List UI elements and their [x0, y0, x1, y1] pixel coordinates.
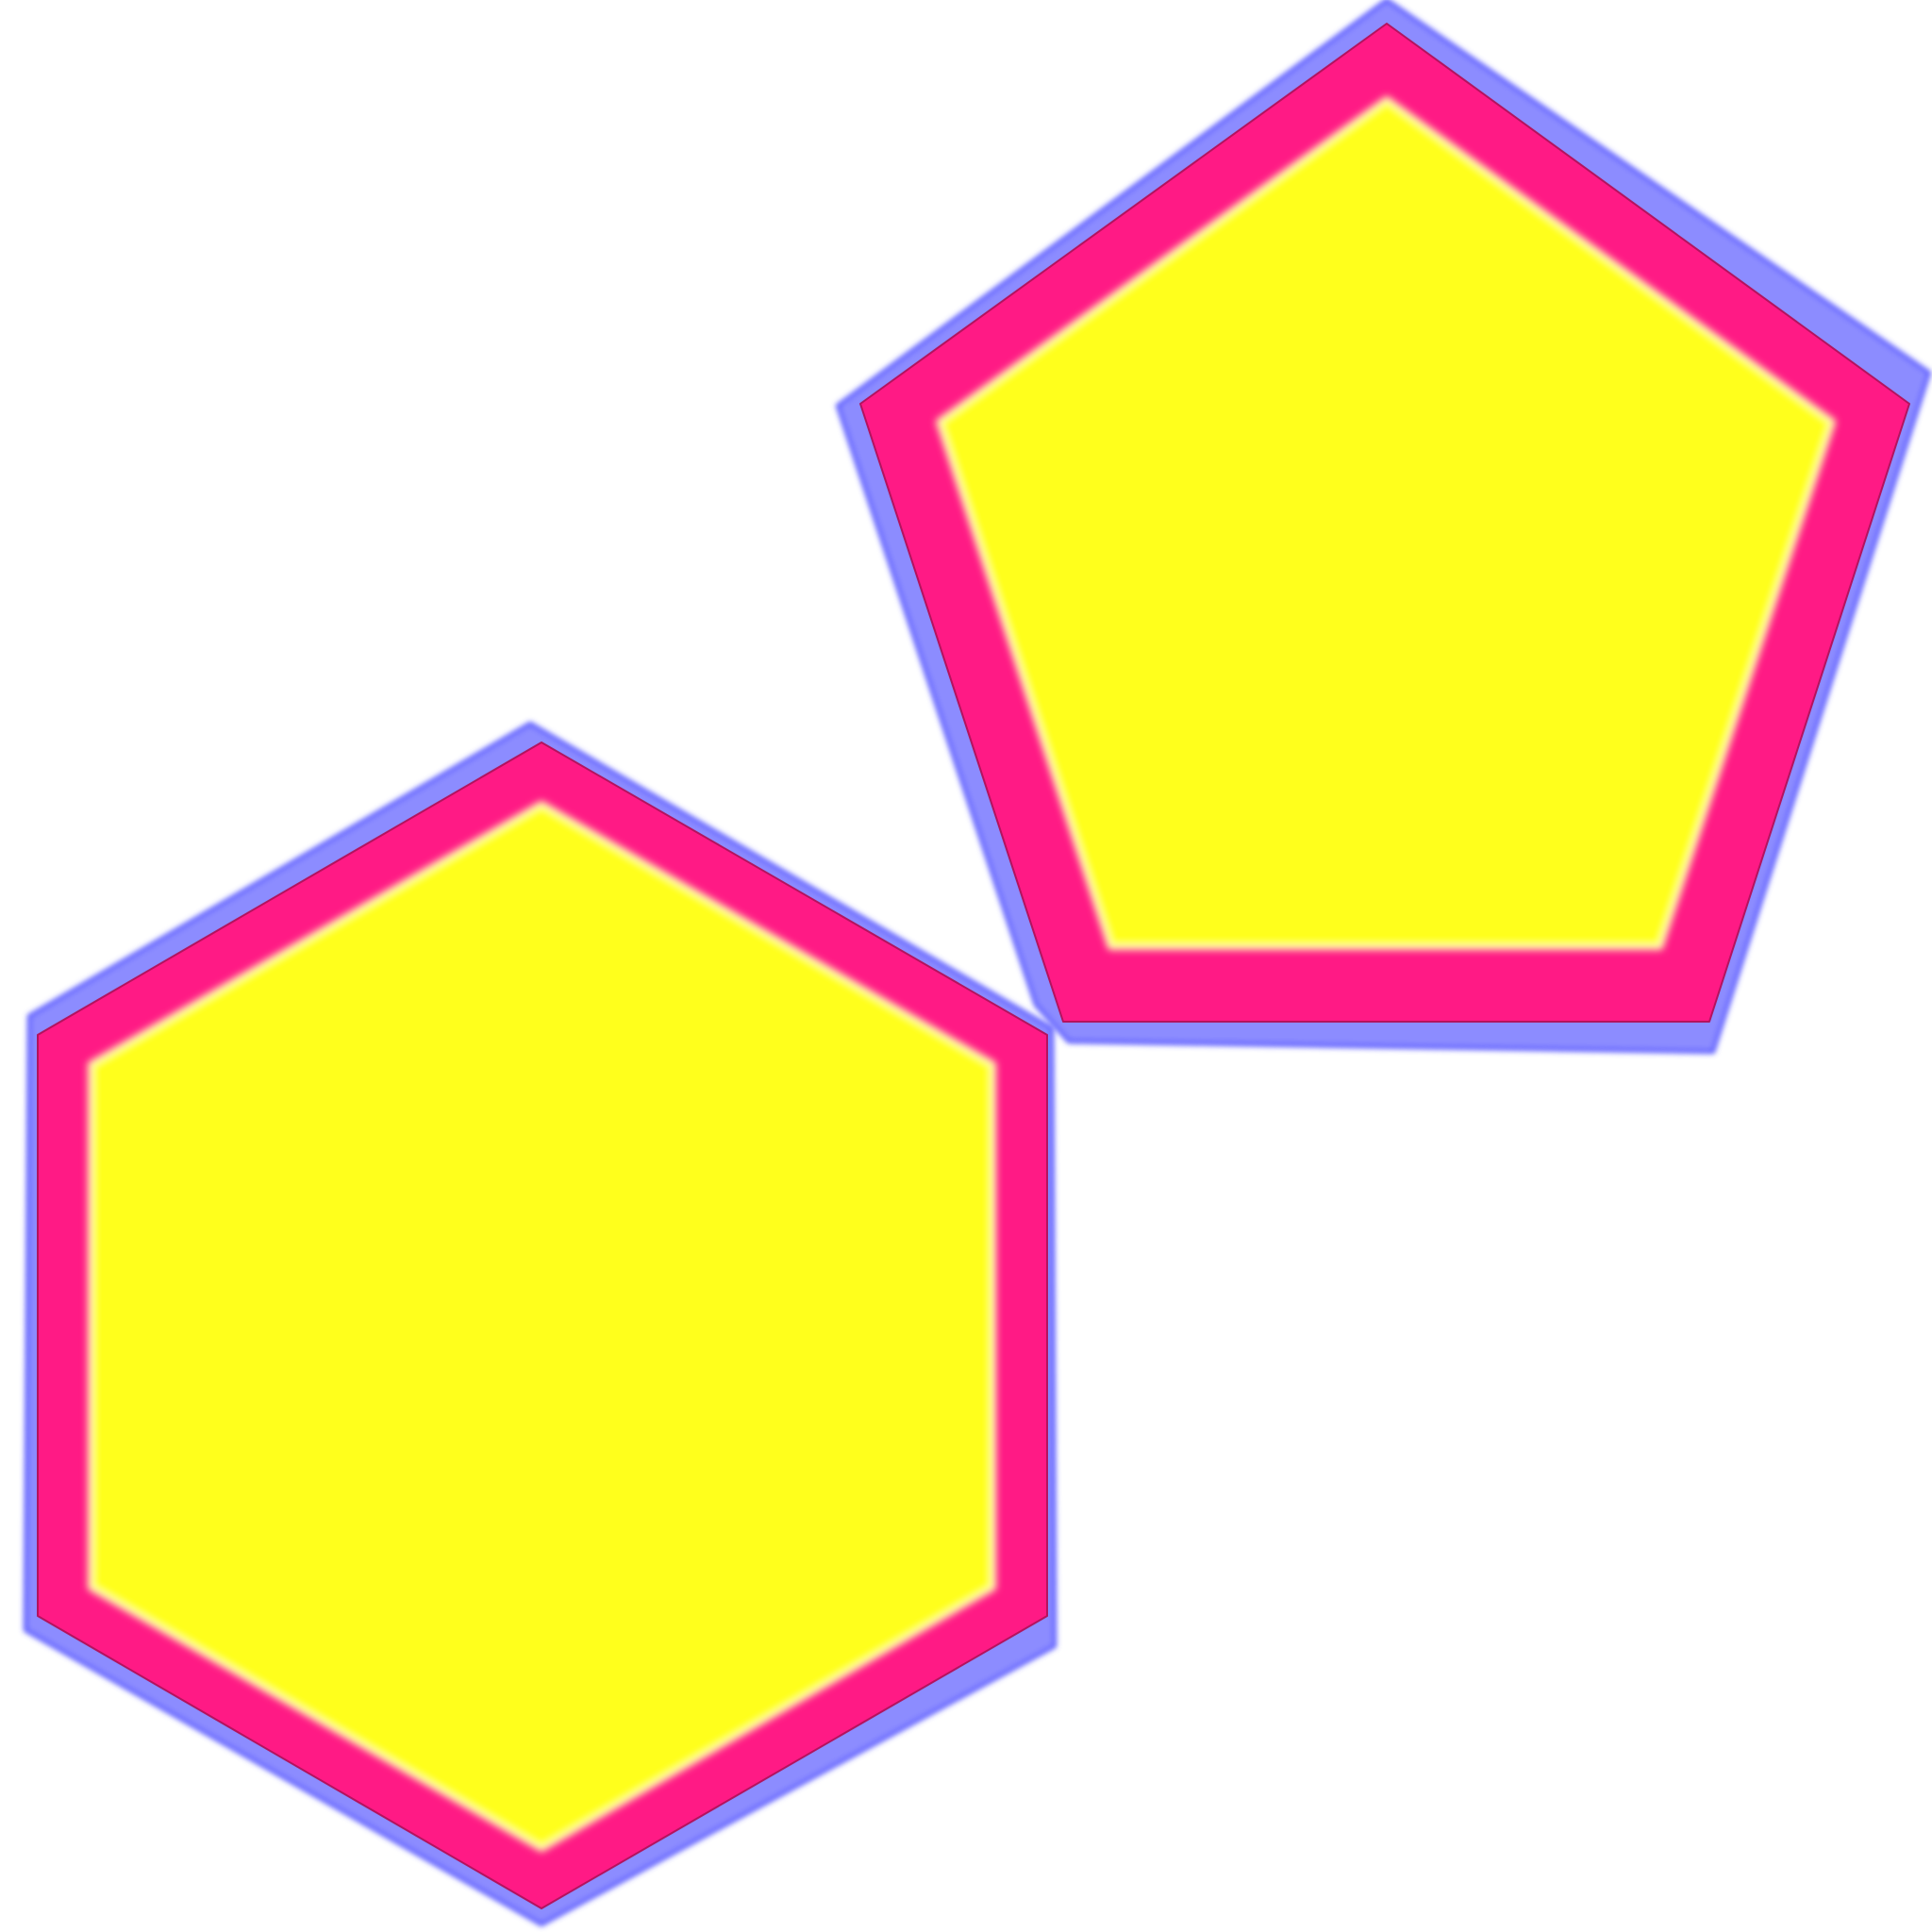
- pentagon-fill: [936, 96, 1836, 950]
- pentagon-shape: [836, 0, 1931, 1054]
- hexagon-shape: [24, 722, 1057, 1926]
- hexagon-fill: [88, 801, 996, 1852]
